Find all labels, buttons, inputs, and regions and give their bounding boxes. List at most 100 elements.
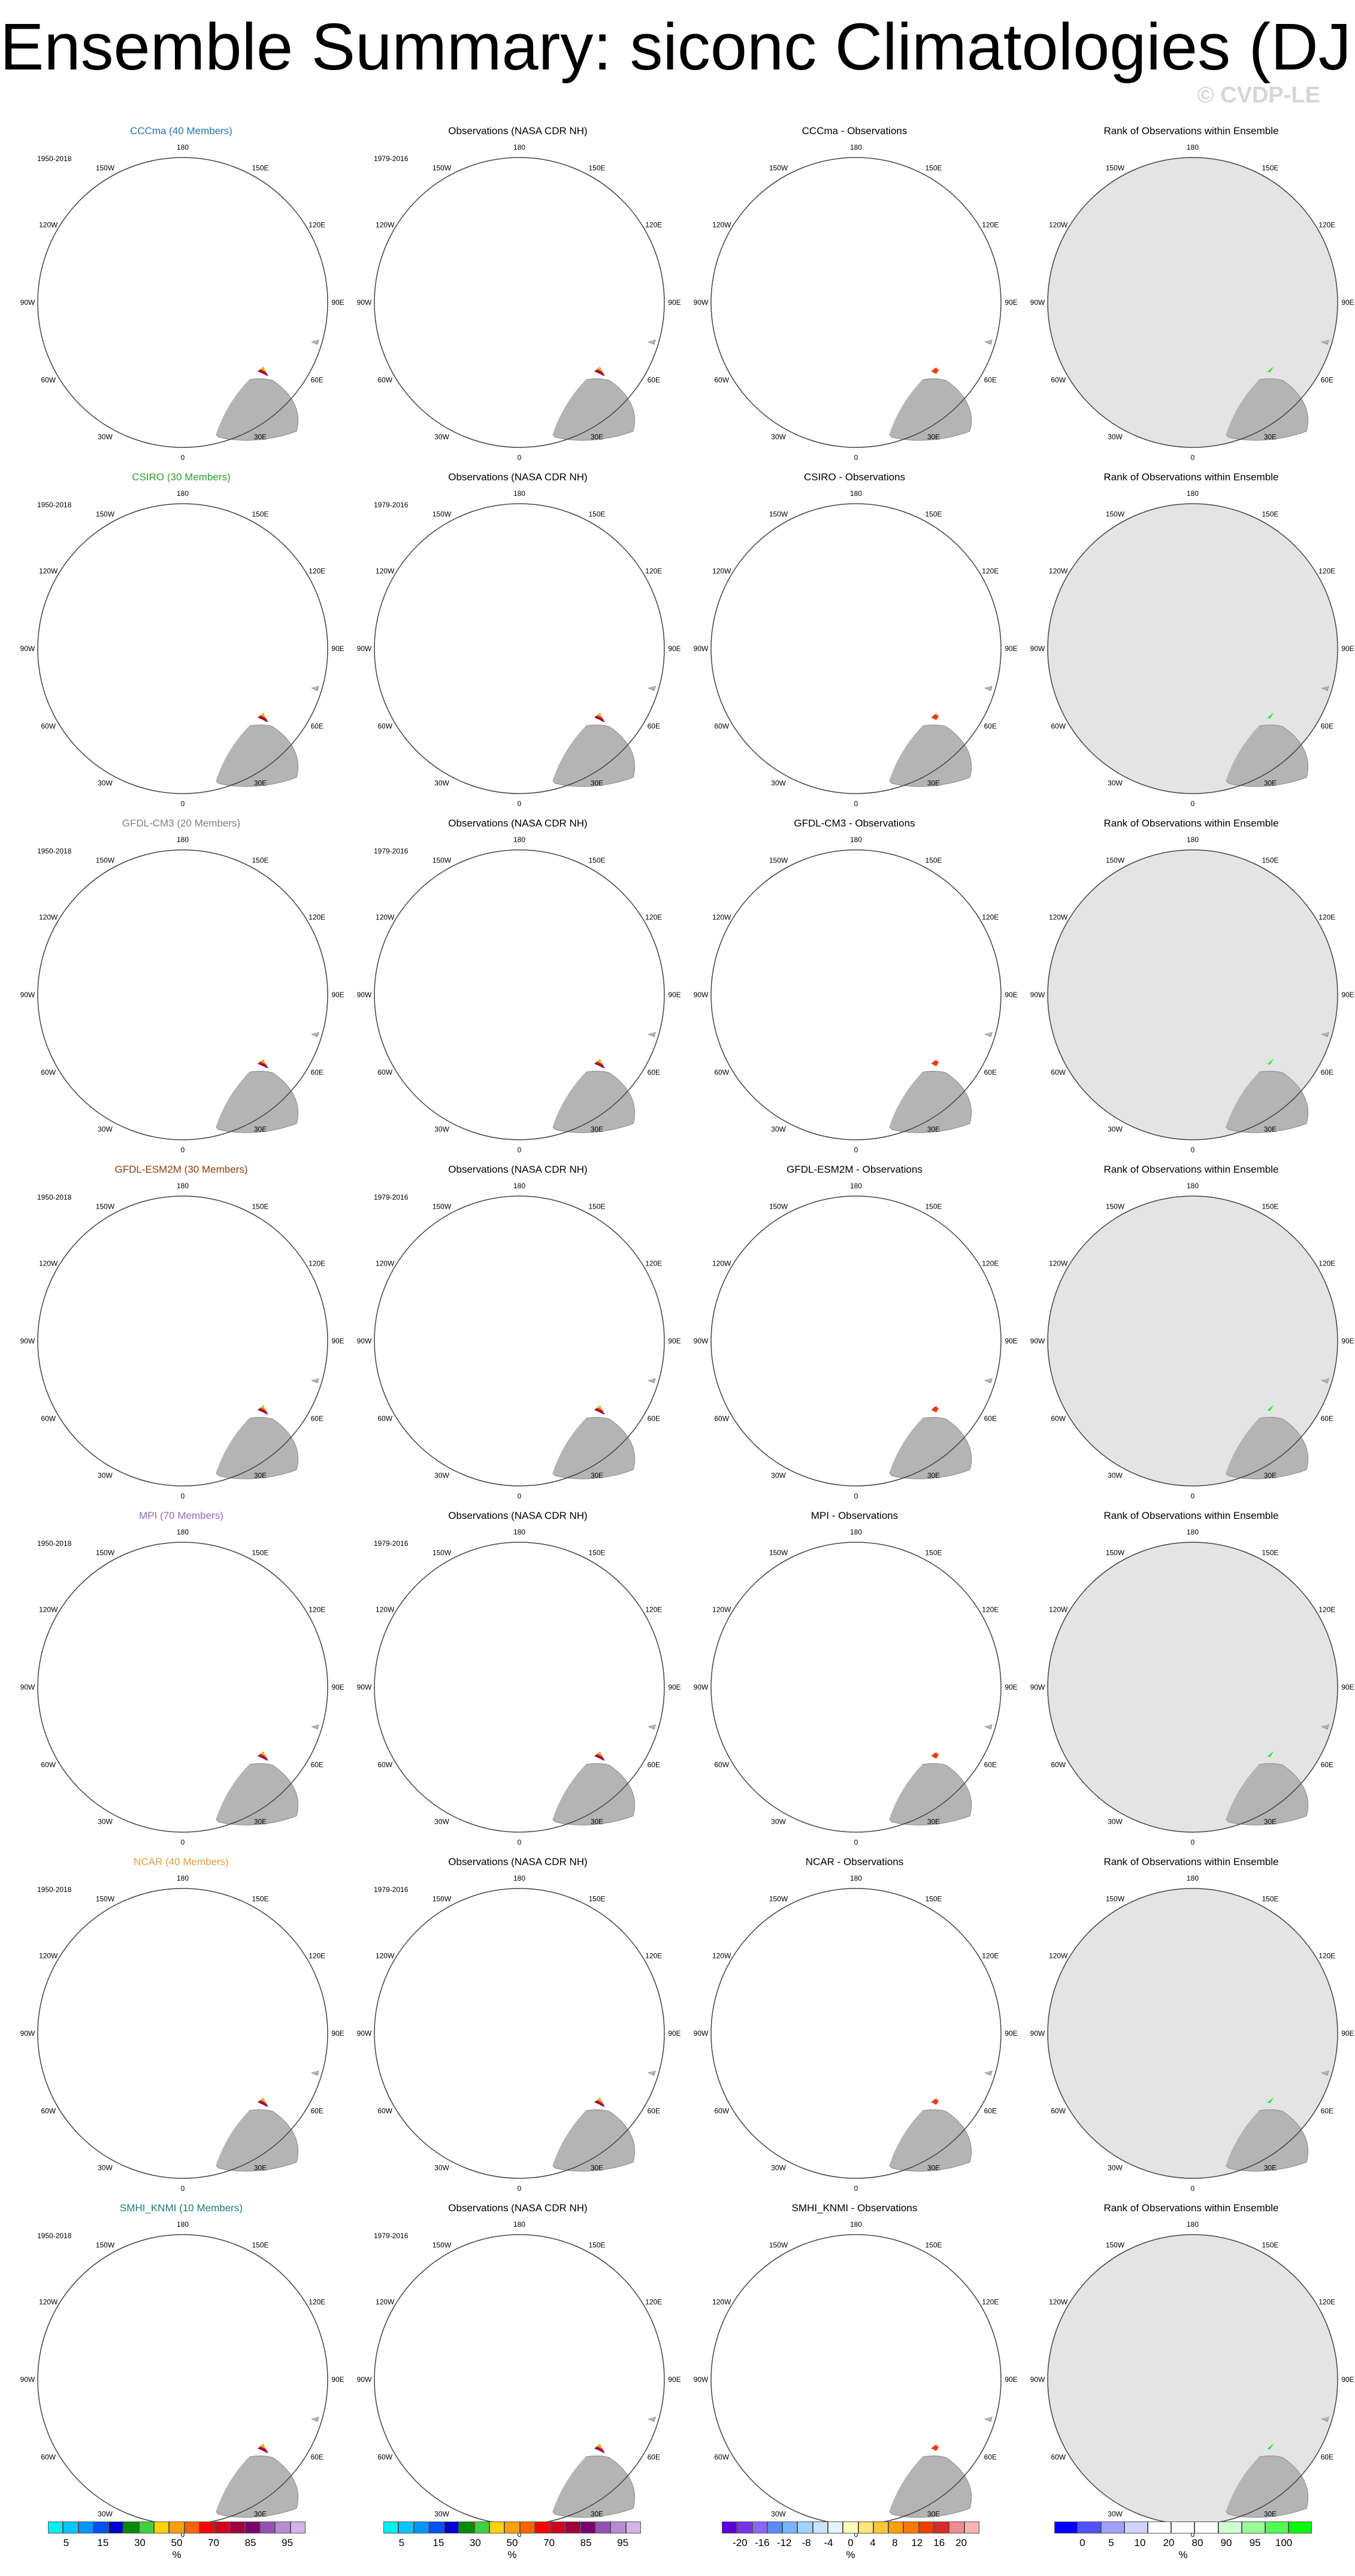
- longitude-label: 150W: [432, 1549, 452, 1557]
- longitude-label: 150W: [1106, 1203, 1125, 1211]
- longitude-label: 30E: [254, 779, 267, 787]
- longitude-label: 150E: [252, 1203, 268, 1211]
- longitude-label: 120E: [645, 1606, 662, 1614]
- longitude-label: 180: [177, 143, 189, 152]
- colorbar-swatch: [78, 2521, 93, 2533]
- diff-colorbar: -20 -16 -12 -8 -4 0 4 8 12 16 20%: [722, 2521, 979, 2569]
- colorbar-tick-label: 30: [469, 2537, 481, 2548]
- colorbar-tick-label: 8: [892, 2537, 898, 2548]
- obs-polar-map: 180 150E 120E 90E 60E 30E 0 30W 60W 90W 120W 150W: [357, 1528, 681, 1845]
- longitude-label: 30E: [927, 2163, 940, 2172]
- colorbar-tick-label: -4: [824, 2537, 833, 2548]
- colorbar-tick-label: 70: [208, 2537, 220, 2548]
- longitude-label: 30E: [927, 2510, 940, 2518]
- colorbar-swatch: [244, 2521, 260, 2533]
- longitude-label: 30E: [254, 432, 267, 441]
- longitude-label: 150E: [588, 2241, 605, 2250]
- longitude-label: 30E: [591, 779, 603, 787]
- longitude-label: 120E: [1318, 221, 1335, 229]
- colorbar-swatch: [722, 2521, 737, 2533]
- longitude-label: 180: [513, 1874, 525, 1882]
- colorbar-tick-label: 5: [63, 2537, 69, 2548]
- ocean-disc: [1048, 158, 1338, 447]
- panel-diff: 180 150E 120E 90E 60E 30E 0 30W 60W 90W 120W 150W NC…: [685, 1855, 1024, 2191]
- map-boundary: [1047, 503, 1338, 794]
- rank-polar-map: 180 150E 120E 90E 60E 30E 0 30W 60W 90W 120W 150W: [1030, 1182, 1354, 1499]
- longitude-label: 150W: [432, 510, 452, 519]
- longitude-label: 120W: [712, 1952, 731, 1960]
- panel-obs: 180 150E 120E 90E 60E 30E 0 30W 60W 90W 120W 150W Ob…: [349, 125, 687, 460]
- ocean-disc: [711, 504, 1001, 794]
- map-boundary: [1047, 1195, 1338, 1487]
- colorbar-swatch: [1288, 2521, 1312, 2533]
- ocean-disc: [38, 1542, 328, 1832]
- panel-diff: 180 150E 120E 90E 60E 30E 0 30W 60W 90W 120W 150W CS…: [685, 471, 1024, 806]
- longitude-label: 0: [181, 800, 185, 806]
- ocean-disc: [374, 1542, 664, 1832]
- longitude-label: 0: [854, 1146, 858, 1152]
- panel-model: 180 150E 120E 90E 60E 30E 0 30W 60W 90W 120W 150W SM…: [12, 2202, 350, 2537]
- longitude-label: 150E: [588, 856, 605, 865]
- longitude-label: 120E: [308, 1260, 325, 1268]
- diff-polar-map: 180 150E 120E 90E 60E 30E 0 30W 60W 90W 120W 150W: [694, 1874, 1018, 2191]
- rank-polar-map: 180 150E 120E 90E 60E 30E 0 30W 60W 90W 120W 150W: [1030, 836, 1354, 1152]
- obs-polar-map: 180 150E 120E 90E 60E 30E 0 30W 60W 90W 120W 150W: [357, 1182, 681, 1499]
- longitude-label: 180: [177, 489, 189, 498]
- longitude-label: 60W: [1051, 2453, 1066, 2462]
- longitude-label: 90W: [694, 298, 709, 307]
- longitude-label: 30E: [591, 1125, 603, 1133]
- ocean-disc: [374, 1888, 664, 2178]
- longitude-label: 60W: [41, 1761, 56, 1769]
- longitude-label: 30E: [254, 1817, 267, 1826]
- longitude-label: 180: [513, 143, 525, 152]
- longitude-label: 90W: [1030, 298, 1045, 307]
- obs-polar-map: 180 150E 120E 90E 60E 30E 0 30W 60W 90W 120W 150W: [357, 143, 681, 460]
- longitude-label: 90E: [331, 1337, 344, 1345]
- panel-diff: 180 150E 120E 90E 60E 30E 0 30W 60W 90W 120W 150W GF…: [685, 817, 1024, 1152]
- longitude-label: 60W: [377, 1068, 392, 1077]
- panel-model: 180 150E 120E 90E 60E 30E 0 30W 60W 90W 120W 150W GF…: [12, 817, 350, 1152]
- longitude-label: 0: [181, 2184, 185, 2191]
- colorbar-tick-label: 50: [171, 2537, 183, 2548]
- longitude-label: 30W: [771, 1471, 786, 1479]
- ocean-disc: [711, 158, 1001, 447]
- model-title: SMHI_KNMI (10 Members): [120, 2202, 243, 2214]
- obs-polar-map: 180 150E 120E 90E 60E 30E 0 30W 60W 90W 120W 150W: [357, 489, 681, 806]
- colorbar-swatch: [827, 2521, 843, 2533]
- colorbar-swatch: [1054, 2521, 1078, 2533]
- longitude-label: 90E: [1341, 1337, 1354, 1345]
- longitude-label: 60E: [984, 722, 997, 731]
- longitude-label: 90W: [20, 298, 35, 307]
- longitude-label: 180: [1187, 143, 1199, 152]
- longitude-label: 90W: [694, 1337, 709, 1345]
- longitude-label: 150W: [96, 2241, 115, 2250]
- colorbar-tick-label: 80: [1191, 2537, 1203, 2548]
- model-title: CSIRO (30 Members): [132, 471, 231, 483]
- longitude-label: 0: [181, 2530, 185, 2537]
- longitude-label: 120W: [712, 567, 731, 576]
- ocean-disc: [374, 504, 664, 794]
- colorbar-swatch: [1101, 2521, 1125, 2533]
- longitude-label: 30E: [927, 1125, 940, 1133]
- longitude-label: 60E: [1321, 376, 1333, 385]
- colorbar-swatch: [843, 2521, 858, 2533]
- diff-title: SMHI_KNMI - Observations: [791, 2202, 918, 2214]
- longitude-label: 150W: [769, 1895, 788, 1903]
- longitude-label: 90E: [1005, 991, 1017, 999]
- longitude-label: 150W: [96, 1549, 115, 1557]
- map-boundary: [37, 1542, 328, 1833]
- diff-polar-map: 180 150E 120E 90E 60E 30E 0 30W 60W 90W 120W 150W: [694, 1182, 1018, 1499]
- longitude-label: 60E: [311, 376, 323, 385]
- colorbar-swatch: [1078, 2521, 1102, 2533]
- longitude-label: 150E: [925, 1203, 942, 1211]
- colorbar-swatch: [169, 2521, 185, 2533]
- longitude-label: 30W: [98, 2510, 113, 2518]
- colorbar-swatch: [290, 2521, 306, 2533]
- colorbar-swatch: [259, 2521, 276, 2533]
- colorbar-swatch: [565, 2521, 580, 2533]
- longitude-label: 120E: [1318, 1952, 1335, 1960]
- year-range: 1950-2018: [37, 847, 72, 855]
- colorbar-swatch: [752, 2521, 767, 2533]
- colorbar-swatch: [888, 2521, 904, 2533]
- colorbar-tick-label: 20: [1163, 2537, 1175, 2548]
